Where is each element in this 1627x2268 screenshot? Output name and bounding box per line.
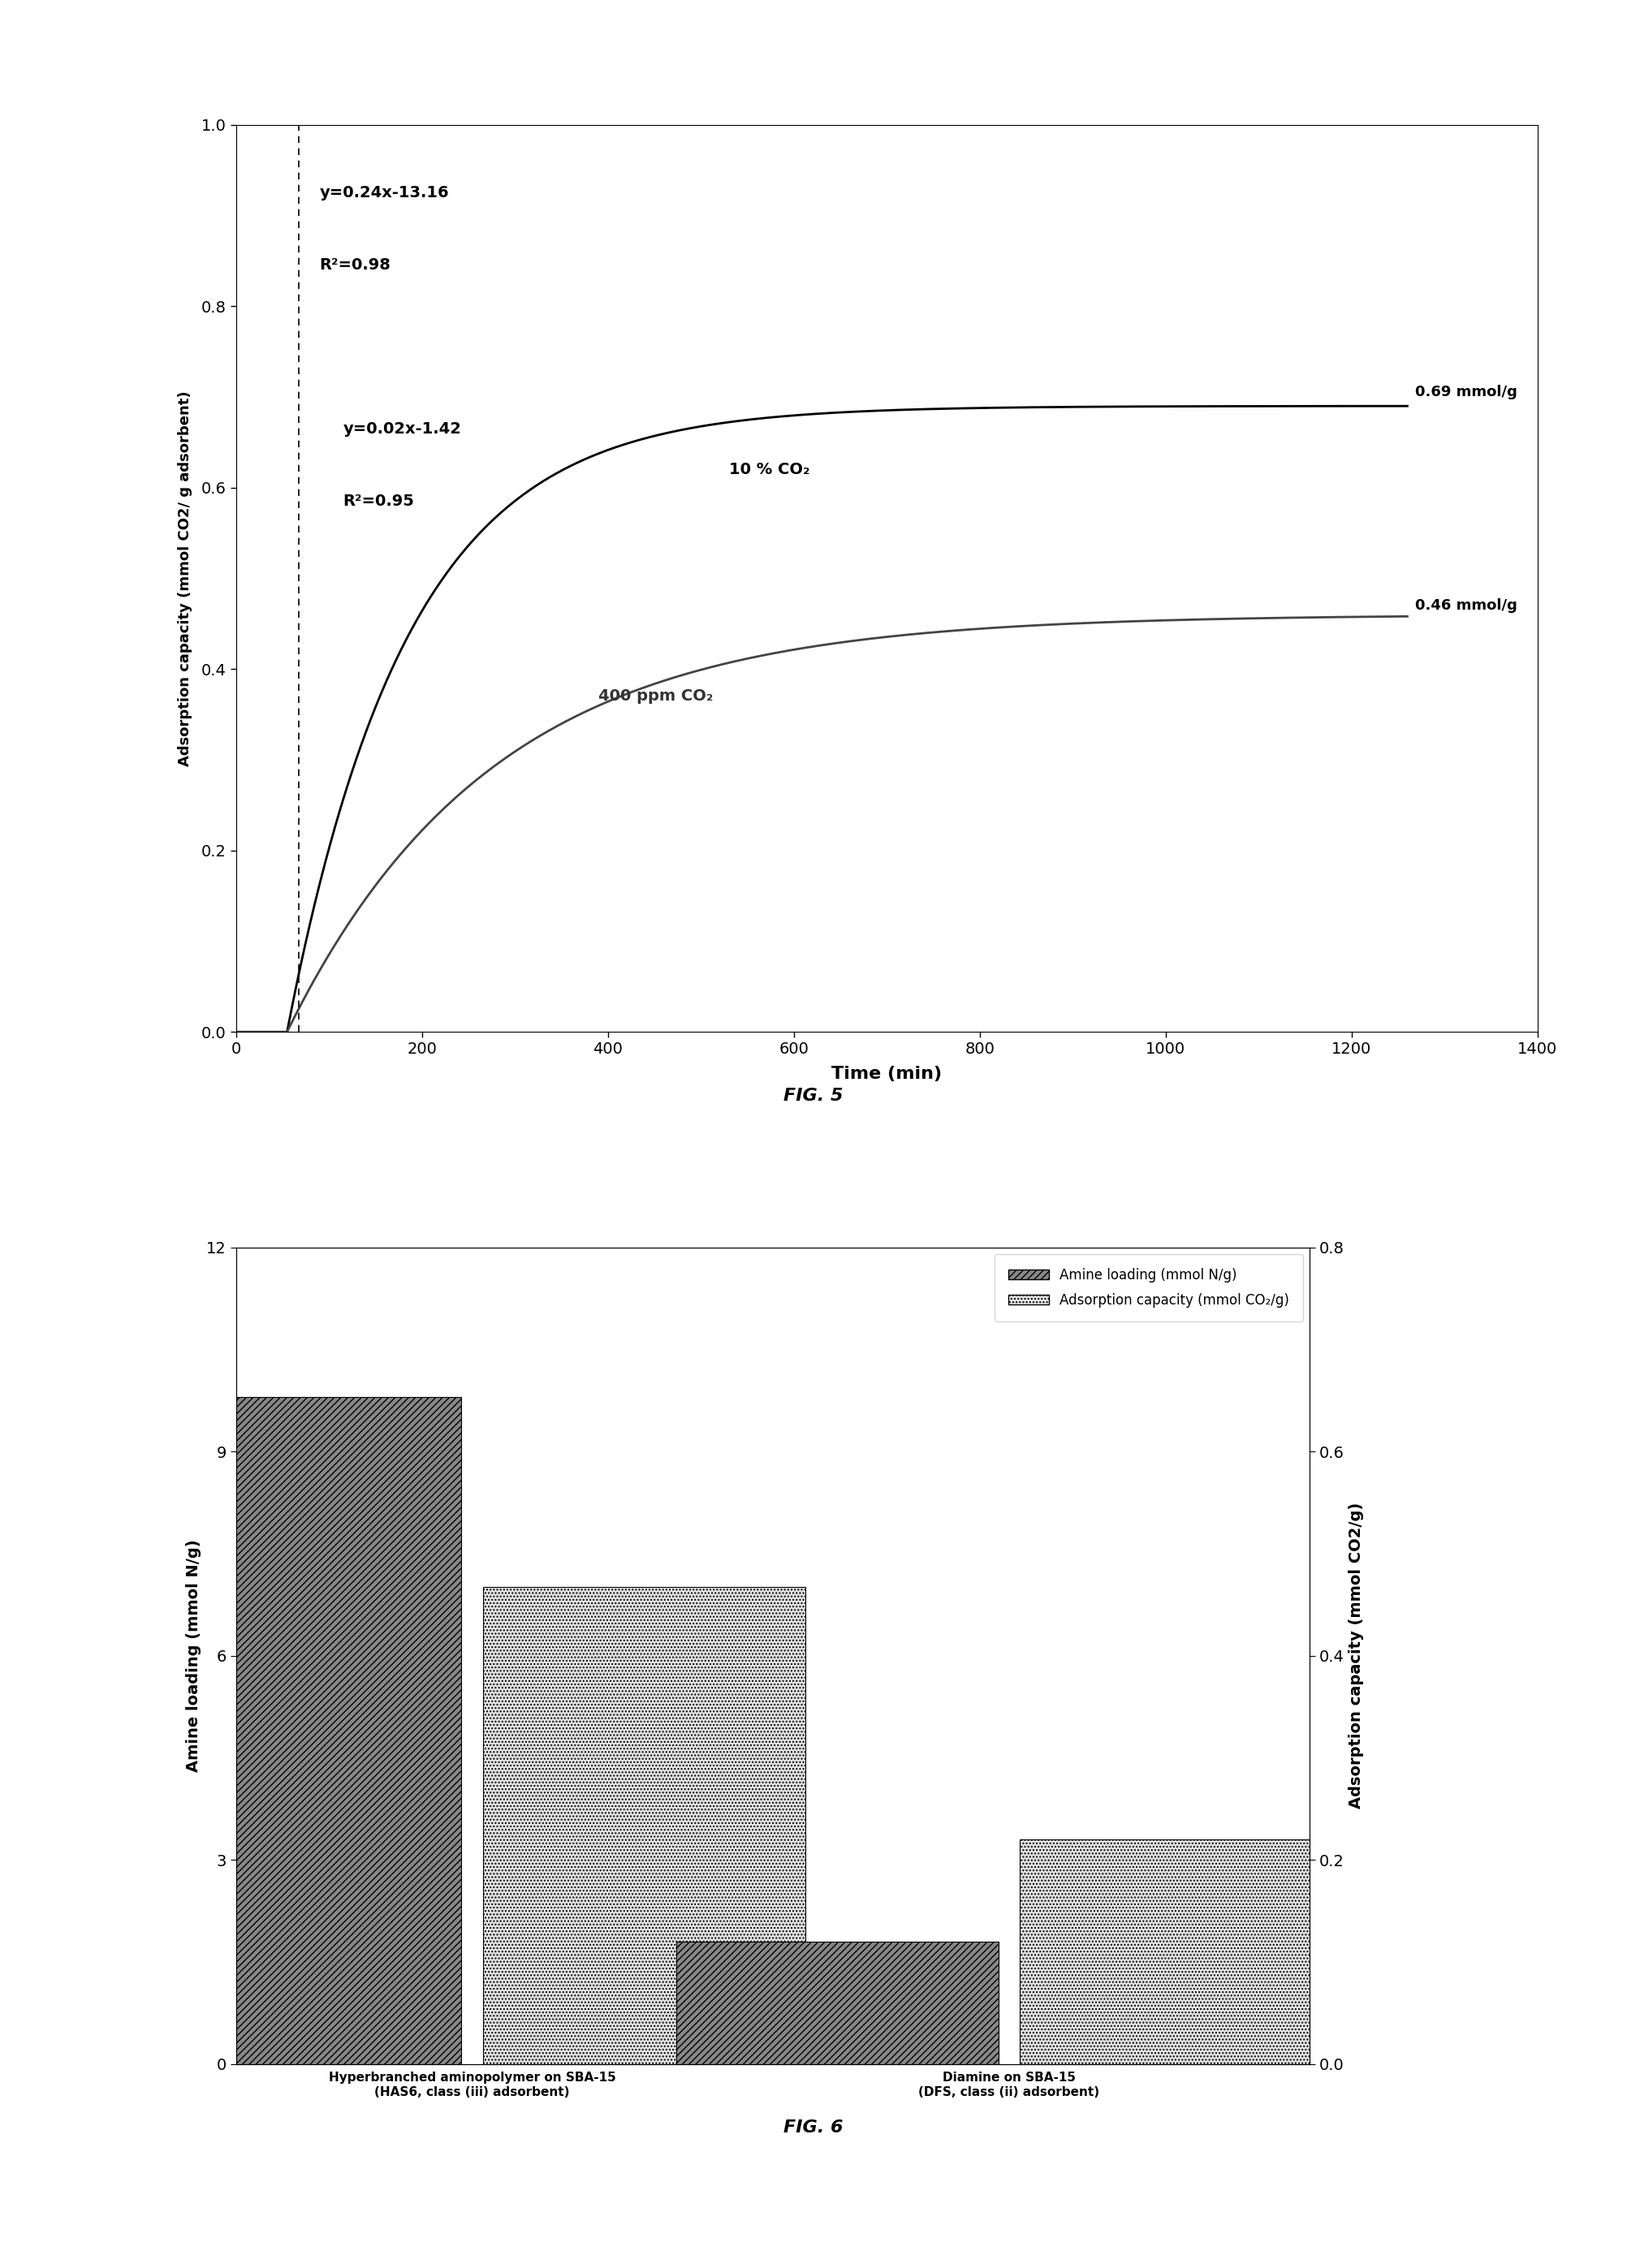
Legend: Amine loading (mmol N/g), Adsorption capacity (mmol CO₂/g): Amine loading (mmol N/g), Adsorption cap…: [994, 1254, 1303, 1322]
Bar: [1020, 1839, 1342, 2064]
Text: y=0.02x-1.42: y=0.02x-1.42: [343, 422, 462, 435]
Text: FIG. 6: FIG. 6: [784, 2118, 843, 2136]
Bar: [140, 1397, 462, 2064]
Text: 0.69 mmol/g: 0.69 mmol/g: [1415, 386, 1516, 399]
Text: 10 % CO₂: 10 % CO₂: [729, 463, 810, 476]
Y-axis label: Adsorption capacity (mmol CO2/g): Adsorption capacity (mmol CO2/g): [1349, 1501, 1365, 1810]
Text: 0.46 mmol/g: 0.46 mmol/g: [1415, 599, 1516, 612]
X-axis label: Time (min): Time (min): [831, 1066, 942, 1082]
Y-axis label: Adsorption capacity (mmol CO2/ g adsorbent): Adsorption capacity (mmol CO2/ g adsorbe…: [177, 390, 192, 767]
Text: R²=0.95: R²=0.95: [343, 494, 415, 508]
Bar: [483, 1588, 805, 2064]
Y-axis label: Amine loading (mmol N/g): Amine loading (mmol N/g): [187, 1540, 202, 1771]
Text: FIG. 5: FIG. 5: [784, 1086, 843, 1105]
Text: R²=0.98: R²=0.98: [319, 259, 390, 272]
Text: y=0.24x-13.16: y=0.24x-13.16: [319, 186, 449, 200]
Text: 400 ppm CO₂: 400 ppm CO₂: [599, 689, 713, 703]
Bar: [677, 1941, 999, 2064]
